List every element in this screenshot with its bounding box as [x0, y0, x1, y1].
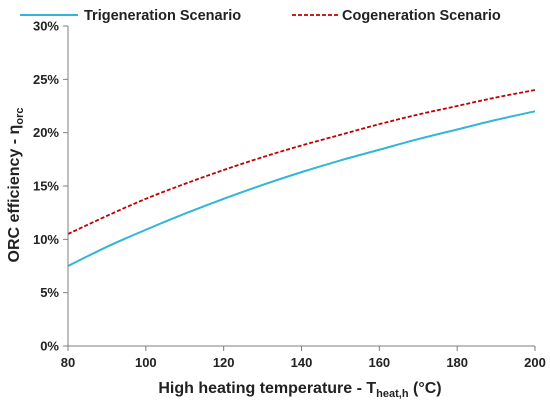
legend-label-trigeneration: Trigeneration Scenario: [84, 8, 241, 24]
x-tick-label: 140: [291, 355, 313, 370]
y-tick-label: 25%: [33, 72, 59, 87]
x-tick-label: 120: [213, 355, 235, 370]
legend-label-cogeneration: Cogeneration Scenario: [342, 8, 501, 24]
x-tick-label: 180: [446, 355, 468, 370]
y-axis-ticks: 0% 5% 10% 15% 20% 25% 30%: [33, 19, 68, 354]
x-tick-label: 160: [368, 355, 390, 370]
x-tick-label: 100: [135, 355, 157, 370]
y-axis-title: ORC efficiency - ηorc: [6, 108, 26, 263]
y-tick-label: 15%: [33, 179, 59, 194]
y-tick-label: 20%: [33, 125, 59, 140]
series-line-cogeneration: [67, 89, 536, 235]
y-tick-label: 0%: [40, 339, 59, 354]
x-axis-title: High heating temperature - Theat,h (°C): [158, 380, 441, 400]
legend: Trigeneration Scenario Cogeneration Scen…: [20, 8, 501, 24]
y-tick-label: 5%: [40, 285, 59, 300]
x-tick-label: 80: [61, 355, 75, 370]
x-tick-label: 200: [524, 355, 546, 370]
y-tick-label: 10%: [33, 232, 59, 247]
plot-series: [67, 89, 536, 267]
series-line-trigeneration: [67, 110, 536, 267]
y-tick-label: 30%: [33, 19, 59, 34]
x-axis-ticks: 80 100 120 140 160 180 200: [61, 346, 546, 370]
